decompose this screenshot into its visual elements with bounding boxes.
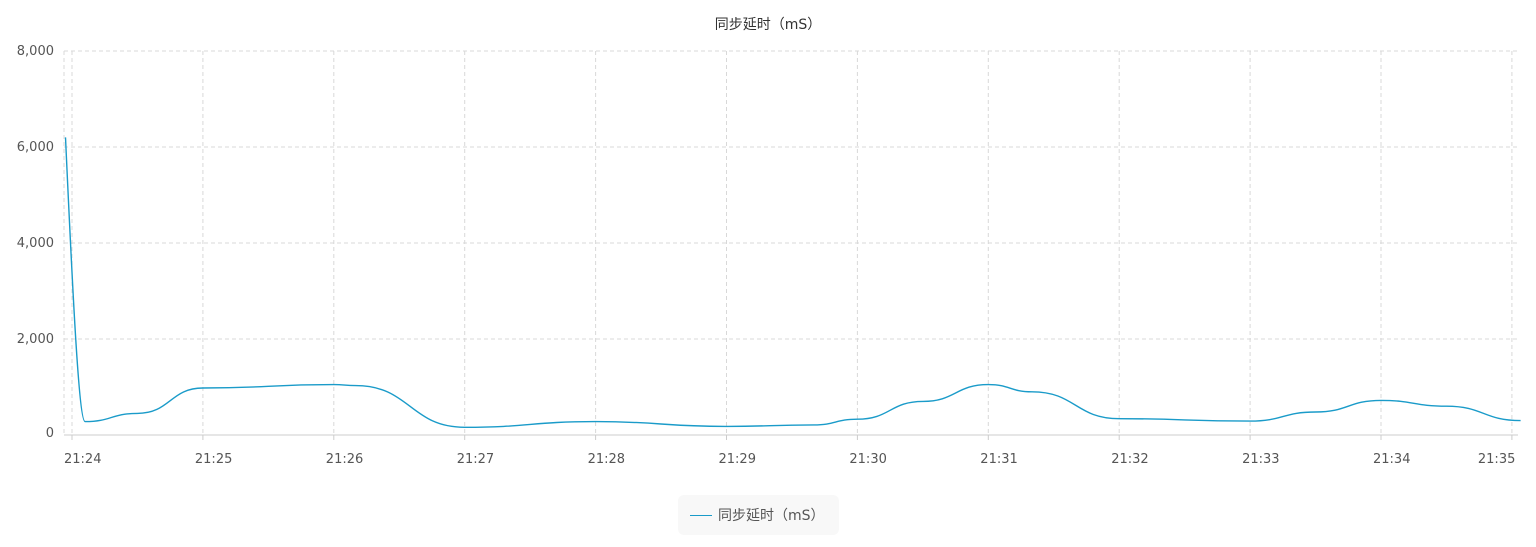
x-tick-label: 21:25 (195, 452, 232, 467)
chart-title: 同步延时（mS） (714, 17, 822, 33)
x-tick-label: 21:27 (457, 452, 494, 467)
y-tick-label: 6,000 (17, 140, 54, 155)
x-tick-label: 21:29 (719, 452, 756, 467)
y-tick-label: 2,000 (17, 332, 54, 347)
y-tick-label: 0 (46, 426, 54, 441)
x-tick-label: 21:24 (64, 452, 101, 467)
x-tick-label: 21:33 (1242, 452, 1279, 467)
x-tick-label: 21:28 (588, 452, 625, 467)
legend-line-swatch (690, 514, 712, 516)
x-tick-label: 21:32 (1111, 452, 1148, 467)
x-tick-label: 21:26 (326, 452, 363, 467)
x-tick-label: 21:30 (849, 452, 886, 467)
axis-layer: 0 2,000 4,000 6,000 8,000 21:24 21:25 21:26 21:2… (17, 44, 1518, 467)
x-tick-label: 21:35 (1478, 452, 1515, 467)
grid-layer (63, 50, 1518, 435)
y-tick-label: 8,000 (17, 44, 54, 59)
x-tick-label: 21:31 (980, 452, 1017, 467)
series-line (64, 137, 1521, 429)
series-layer (64, 137, 1521, 429)
x-tick-label: 21:34 (1373, 452, 1410, 467)
y-tick-label: 4,000 (17, 236, 54, 251)
legend[interactable]: 同步延时（mS） (678, 495, 839, 535)
legend-label: 同步延时（mS） (718, 508, 825, 524)
